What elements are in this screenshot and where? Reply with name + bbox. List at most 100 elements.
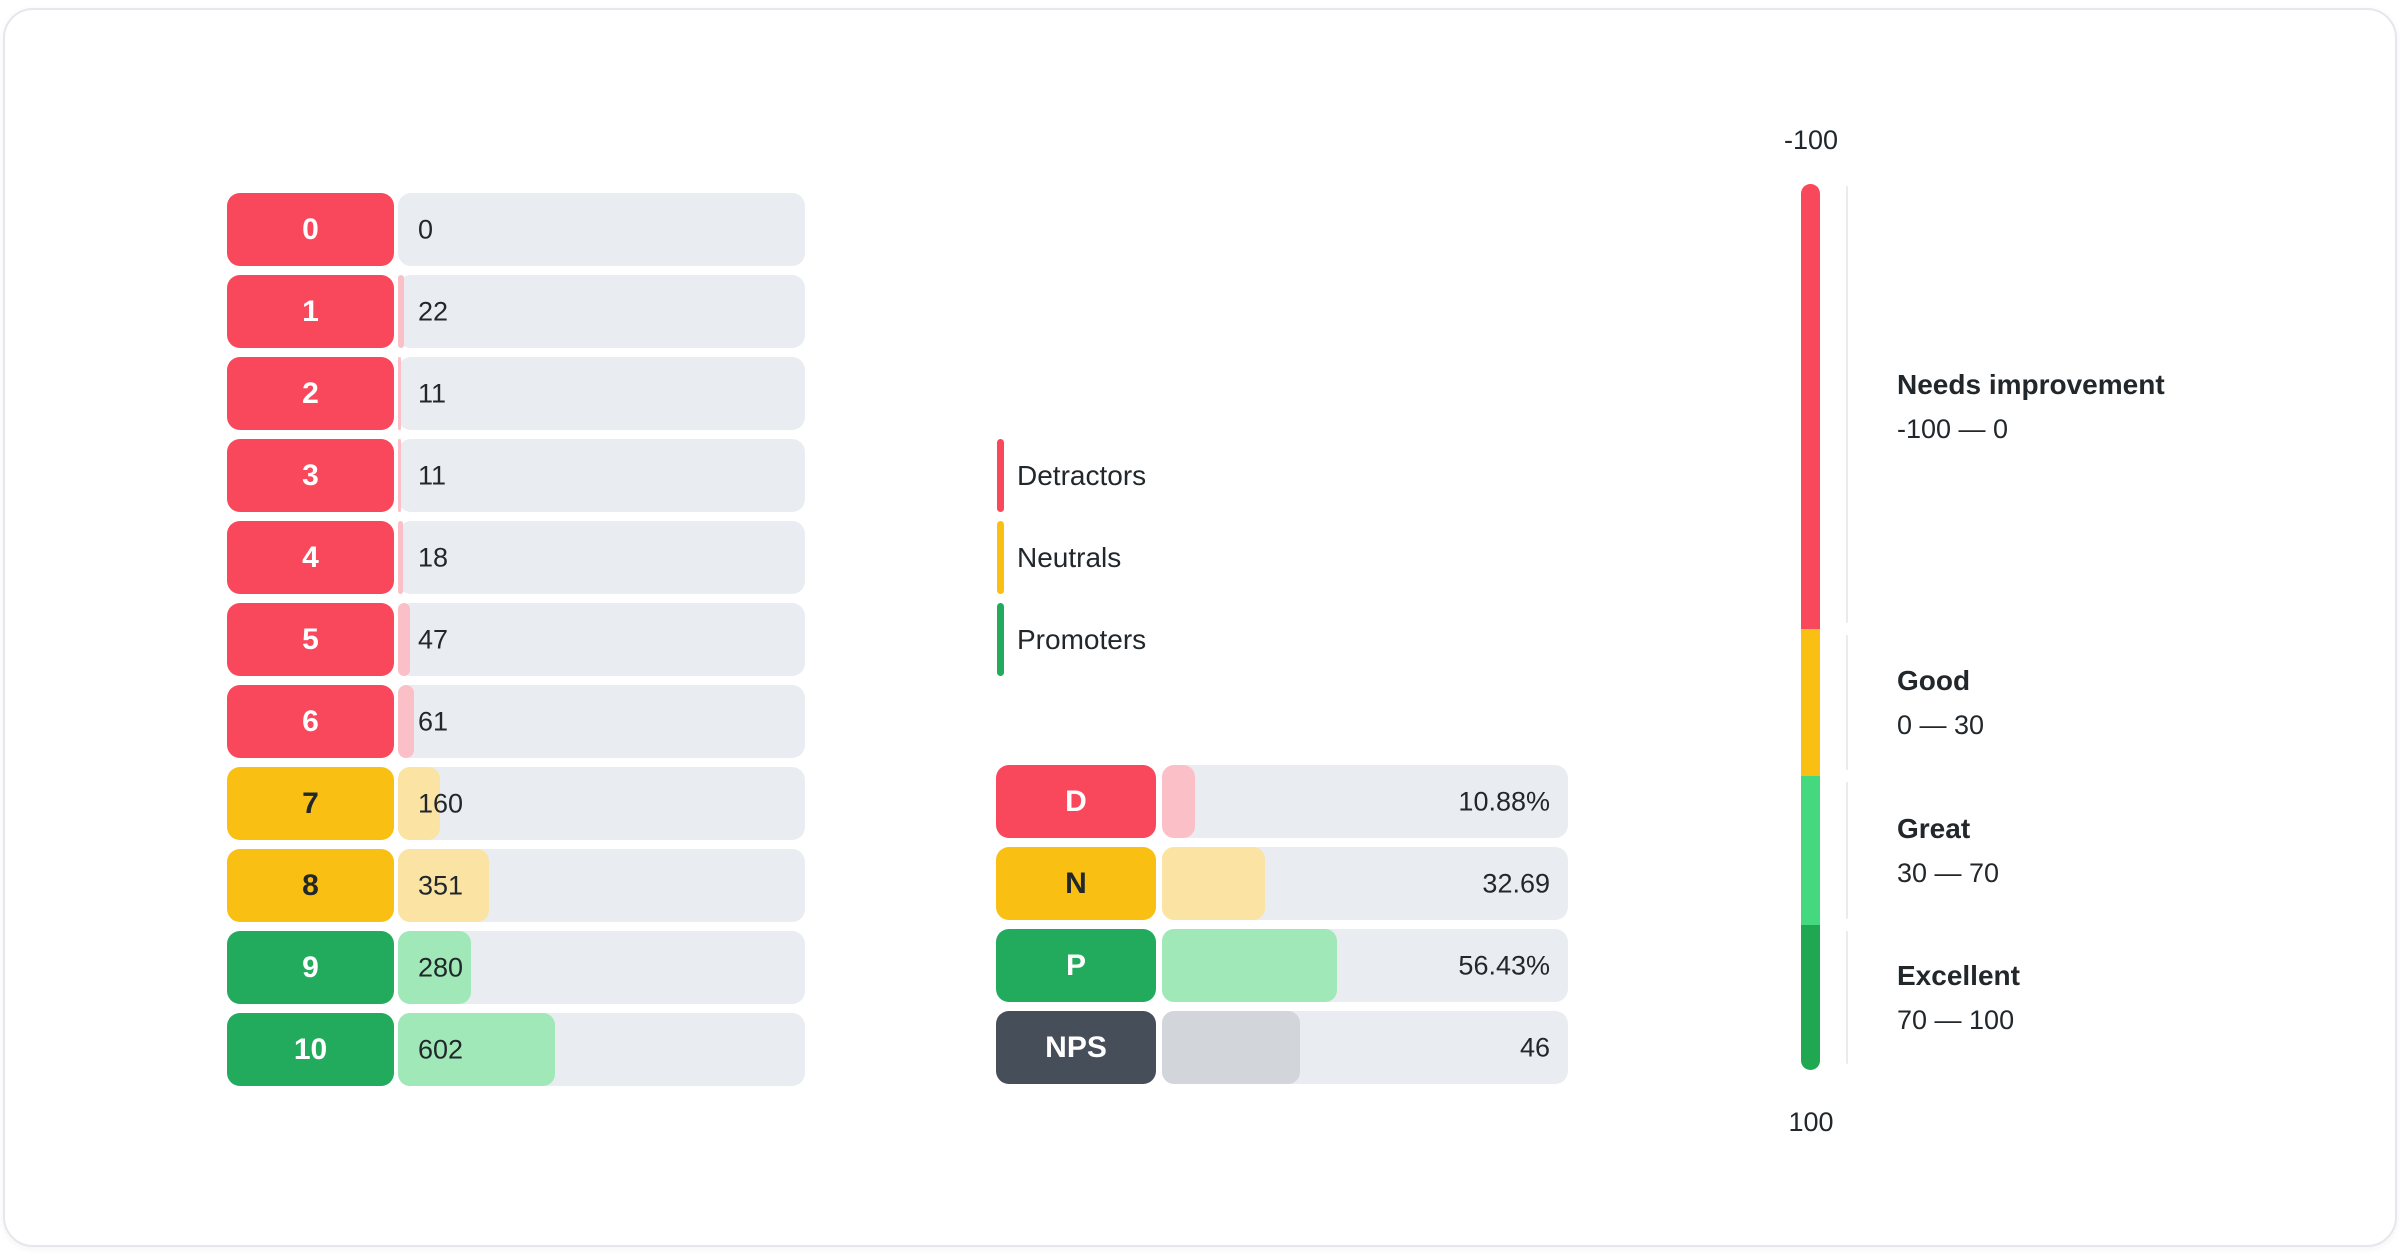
score-track: 280 — [398, 931, 805, 1004]
score-count: 280 — [418, 952, 464, 982]
score-badge-7: 7 — [227, 767, 394, 840]
score-row-6: 6 61 — [227, 685, 805, 758]
score-count: 160 — [418, 788, 464, 818]
summary-track: 32.69 — [1162, 847, 1568, 920]
legend-label: Neutrals — [1017, 541, 1122, 573]
nps-scale-gauge: -100 Needs improvement -100 — 0 Good 0 — 30… — [1784, 125, 2400, 1137]
nps-summary-chart: D 10.88% N 32.69 P 56.43% NPS 46 — [996, 765, 1568, 1093]
gauge-segment-excellent — [1801, 925, 1820, 1070]
score-row-7: 7 160 — [227, 767, 805, 840]
gauge-label-title: Good — [1897, 664, 1971, 696]
score-track: 61 — [398, 685, 805, 758]
score-badge-8: 8 — [227, 849, 394, 922]
legend: Detractors Neutrals Promoters — [997, 439, 1146, 685]
score-row-9: 9 280 — [227, 931, 805, 1004]
summary-bar — [1162, 1011, 1301, 1084]
gauge-label-good: Good 0 — 30 — [1897, 659, 1984, 747]
gauge-label-title: Excellent — [1897, 959, 2020, 991]
gauge-segment-great — [1801, 776, 1820, 925]
score-count: 22 — [418, 296, 449, 326]
score-row-10: 10 602 — [227, 1013, 805, 1086]
score-count: 18 — [418, 542, 449, 572]
gauge-segment-good — [1801, 629, 1820, 776]
gauge-max-label: -100 — [1783, 125, 1839, 155]
score-count: 47 — [418, 624, 449, 654]
score-row-4: 4 18 — [227, 521, 805, 594]
gauge-label-great: Great 30 — 70 — [1897, 807, 1999, 895]
score-bar — [398, 767, 440, 840]
gauge-label-range: 0 — 30 — [1897, 709, 1985, 740]
summary-value: 10.88% — [1458, 786, 1550, 816]
gauge-min-label: 100 — [1788, 1107, 1834, 1137]
score-badge-10: 10 — [227, 1013, 394, 1086]
legend-item-neutral: Neutrals — [997, 521, 1146, 594]
summary-value: 32.69 — [1482, 868, 1550, 898]
legend-item-detractor: Detractors — [997, 439, 1146, 512]
gauge-label-range: -100 — 0 — [1897, 413, 2009, 444]
score-bar — [398, 357, 401, 430]
gauge-segment-needs-improvement — [1801, 184, 1820, 629]
gauge-axis-segment — [1846, 186, 1848, 623]
score-track: 351 — [398, 849, 805, 922]
score-track: 47 — [398, 603, 805, 676]
legend-color-tick — [997, 521, 1004, 594]
score-count: 0 — [418, 214, 434, 244]
score-track: 11 — [398, 439, 805, 512]
gauge-label-needs-improvement: Needs improvement -100 — 0 — [1897, 363, 2165, 451]
legend-color-tick — [997, 603, 1004, 676]
score-bar — [398, 603, 411, 676]
score-badge-1: 1 — [227, 275, 394, 348]
summary-row-nps: NPS 46 — [996, 1011, 1568, 1084]
gauge-axis-segment — [1846, 931, 1848, 1064]
gauge-axis-segment — [1846, 635, 1848, 770]
summary-track: 56.43% — [1162, 929, 1568, 1002]
score-track: 602 — [398, 1013, 805, 1086]
score-distribution-chart: 0 0 1 22 2 11 3 11 4 18 5 47 6 61 7 160 8 351 9 280 10 602 — [227, 193, 805, 1095]
summary-track: 10.88% — [1162, 765, 1568, 838]
score-row-8: 8 351 — [227, 849, 805, 922]
score-row-5: 5 47 — [227, 603, 805, 676]
score-badge-5: 5 — [227, 603, 394, 676]
score-bar — [398, 849, 490, 922]
legend-label: Promoters — [1017, 623, 1147, 655]
legend-color-tick — [997, 439, 1004, 512]
score-badge-4: 4 — [227, 521, 394, 594]
score-track: 11 — [398, 357, 805, 430]
legend-label: Detractors — [1017, 459, 1147, 491]
summary-bar — [1162, 847, 1266, 920]
score-badge-6: 6 — [227, 685, 394, 758]
score-count: 602 — [418, 1034, 464, 1064]
score-badge-9: 9 — [227, 931, 394, 1004]
gauge-label-range: 70 — 100 — [1897, 1004, 2015, 1035]
summary-value: 46 — [1519, 1032, 1550, 1062]
score-track: 18 — [398, 521, 805, 594]
score-count: 11 — [418, 378, 447, 408]
score-bar — [398, 1013, 555, 1086]
score-row-2: 2 11 — [227, 357, 805, 430]
summary-row-p: P 56.43% — [996, 929, 1568, 1002]
score-row-3: 3 11 — [227, 439, 805, 512]
legend-item-promoter: Promoters — [997, 603, 1146, 676]
summary-value: 56.43% — [1458, 950, 1550, 980]
score-track: 22 — [398, 275, 805, 348]
summary-track: 46 — [1162, 1011, 1568, 1084]
score-row-1: 1 22 — [227, 275, 805, 348]
summary-bar — [1162, 929, 1337, 1002]
summary-row-n: N 32.69 — [996, 847, 1568, 920]
gauge-label-range: 30 — 70 — [1897, 857, 2000, 888]
score-count: 11 — [418, 460, 447, 490]
gauge-label-title: Great — [1897, 812, 1971, 844]
score-bar — [398, 685, 414, 758]
score-bar — [398, 275, 404, 348]
summary-badge-n: N — [996, 847, 1156, 920]
score-bar — [398, 521, 403, 594]
summary-badge-nps: NPS — [996, 1011, 1156, 1084]
score-track: 160 — [398, 767, 805, 840]
summary-badge-d: D — [996, 765, 1156, 838]
summary-row-d: D 10.88% — [996, 765, 1568, 838]
score-badge-0: 0 — [227, 193, 394, 266]
score-count: 351 — [418, 870, 464, 900]
gauge-label-title: Needs improvement — [1897, 368, 2165, 400]
score-bar — [398, 439, 401, 512]
